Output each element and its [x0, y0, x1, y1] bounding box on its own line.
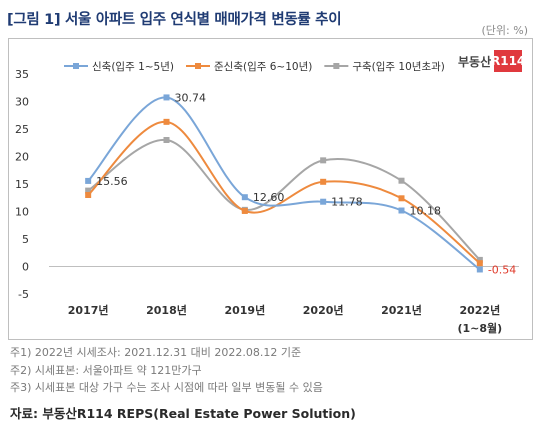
data-point — [320, 157, 327, 164]
chart-frame: -5 0 5 10 15 20 25 30 35 2017년 2018년 2019년 2020년 2021… — [8, 38, 533, 340]
legend-marker — [195, 63, 201, 69]
data-point — [163, 118, 170, 125]
footnote-2: 주2) 시세표본: 서울아파트 약 121만가구 — [10, 363, 202, 377]
data-point — [85, 177, 92, 184]
data-label: 30.74 — [175, 91, 207, 104]
footnote-1: 주1) 2022년 시세조사: 2021.12.31 대비 2022.08.12… — [10, 346, 302, 359]
data-point — [320, 198, 327, 205]
data-label: -0.54 — [488, 263, 516, 276]
data-point — [320, 178, 327, 185]
data-point — [476, 256, 483, 263]
y-tick-label: 10 — [15, 206, 29, 219]
chart-title: [그림 1] 서울 아파트 입주 연식별 매매가격 변동률 추이 — [7, 12, 342, 28]
data-point — [398, 177, 405, 184]
footnote-3: 주3) 시세표본 대상 가구 수는 조사 시점에 따라 일부 변동될 수 있음 — [10, 381, 323, 394]
data-label: 10.18 — [410, 205, 442, 218]
brand-logo: 부동산 R114 — [458, 50, 525, 72]
series-line — [87, 96, 481, 271]
data-point — [85, 192, 92, 198]
source-note: 자료: 부동산R114 REPS(Real Estate Power Solut… — [10, 406, 356, 421]
footnotes: 주1) 2022년 시세조사: 2021.12.31 대비 2022.08.12… — [10, 344, 323, 397]
y-tick-label: 35 — [15, 68, 29, 81]
y-tick-label: 25 — [15, 123, 29, 136]
unit-label: (단위: %) — [481, 24, 528, 37]
y-tick-label: -5 — [18, 288, 29, 301]
legend: 신축(입주 1~5년) 준신축(입주 6~10년) 구축(입주 10년초과) — [64, 60, 445, 73]
line-chart: -5 0 5 10 15 20 25 30 35 2017년 2018년 2019년 2020년 2021… — [15, 60, 519, 335]
x-tick-label: 2018년 — [146, 303, 187, 317]
data-label: 15.56 — [96, 175, 128, 188]
legend-label: 준신축(입주 6~10년) — [214, 60, 312, 73]
y-tick-label: 0 — [22, 261, 29, 274]
data-point — [398, 207, 405, 214]
data-point — [241, 207, 248, 214]
y-tick-label: 30 — [15, 96, 29, 109]
data-point — [476, 260, 483, 267]
x-tick-label: 2020년 — [303, 303, 344, 317]
data-point — [241, 194, 248, 201]
logo-text: 부동산 — [458, 54, 492, 69]
data-point — [476, 266, 483, 273]
x-tick-label: 2022년 — [459, 303, 500, 317]
x-tick-label: 2021년 — [381, 303, 422, 317]
y-tick-label: 5 — [22, 233, 29, 246]
data-point — [163, 137, 170, 143]
legend-marker — [333, 63, 340, 69]
x-tick-sublabel: (1~8월) — [457, 321, 502, 335]
data-point — [85, 187, 92, 194]
x-tick-label: 2019년 — [224, 303, 265, 317]
data-label: 11.78 — [331, 196, 363, 209]
x-tick-label: 2017년 — [68, 303, 109, 317]
y-tick-label: 15 — [15, 178, 29, 191]
data-label: 12.60 — [253, 191, 284, 204]
legend-label: 구축(입주 10년초과) — [352, 60, 445, 73]
legend-marker — [73, 63, 79, 69]
series-line — [87, 138, 481, 261]
data-point — [398, 195, 405, 202]
legend-label: 신축(입주 1~5년) — [92, 60, 174, 73]
logo-badge: R114 — [491, 50, 525, 72]
y-tick-label: 20 — [15, 151, 29, 164]
data-point — [163, 94, 170, 101]
